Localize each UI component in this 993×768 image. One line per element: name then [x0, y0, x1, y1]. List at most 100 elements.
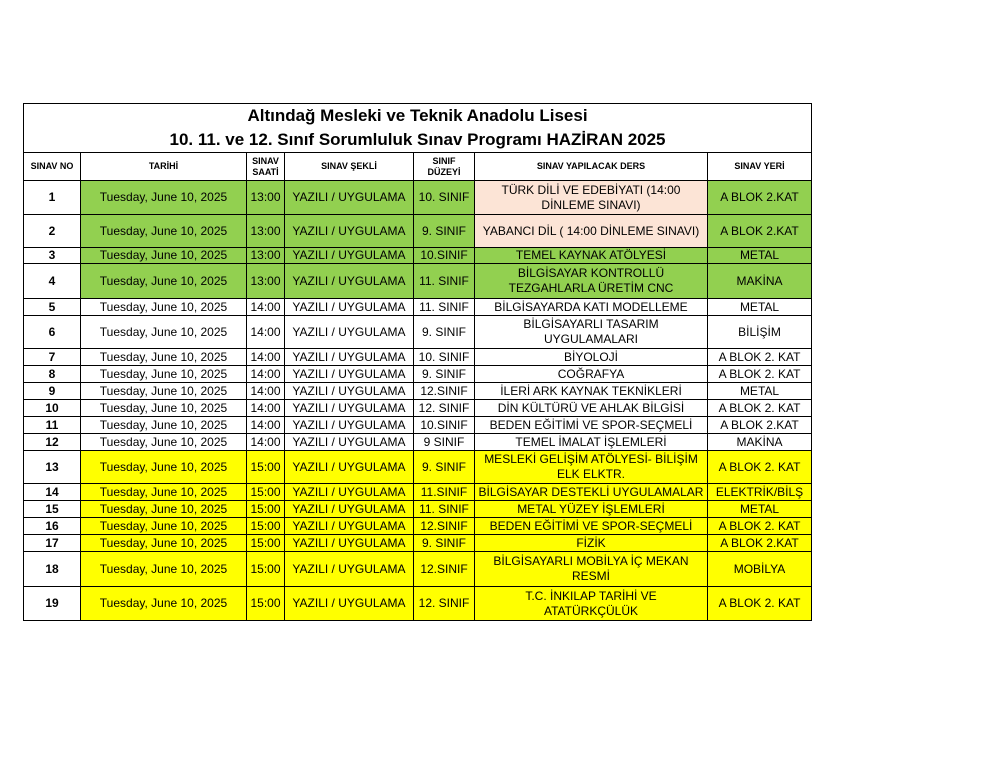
header-course: SINAV YAPILACAK DERS: [474, 152, 708, 181]
cell-time: 15:00: [246, 586, 285, 621]
cell-exam-no: 12: [23, 433, 81, 451]
cell-place: A BLOK 2.KAT: [706, 416, 813, 434]
cell-course: TÜRK DİLİ VE EDEBİYATI (14:00 DİNLEME SI…: [474, 180, 708, 215]
cell-place: A BLOK 2. KAT: [706, 517, 813, 535]
cell-date: Tuesday, June 10, 2025: [80, 500, 247, 518]
table-row: 19 Tuesday, June 10, 2025 15:00 YAZILI / UY…: [23, 586, 813, 621]
cell-place: BİLİŞİM: [706, 315, 813, 349]
cell-course: TEMEL KAYNAK ATÖLYESİ: [474, 247, 708, 264]
cell-place: A BLOK 2. KAT: [706, 450, 813, 484]
cell-date: Tuesday, June 10, 2025: [80, 399, 247, 417]
cell-course: METAL YÜZEY İŞLEMLERİ: [474, 500, 708, 518]
cell-date: Tuesday, June 10, 2025: [80, 416, 247, 434]
cell-type: YAZILI / UYGULAMA: [284, 382, 414, 400]
cell-place: MAKİNA: [706, 433, 813, 451]
cell-place: A BLOK 2.KAT: [706, 534, 813, 552]
cell-time: 14:00: [246, 399, 285, 417]
cell-level: 11. SINIF: [413, 263, 475, 299]
table-row: 11 Tuesday, June 10, 2025 14:00 YAZILI / UY…: [23, 416, 813, 434]
cell-time: 15:00: [246, 450, 285, 484]
cell-course: BEDEN EĞİTİMİ VE SPOR-SEÇMELİ: [474, 517, 708, 535]
cell-date: Tuesday, June 10, 2025: [80, 348, 247, 366]
table-row: 8 Tuesday, June 10, 2025 14:00 YAZILI / UYG…: [23, 365, 813, 383]
cell-place: METAL: [706, 382, 813, 400]
cell-time: 15:00: [246, 551, 285, 587]
cell-place: METAL: [706, 500, 813, 518]
cell-time: 15:00: [246, 534, 285, 552]
table-row: 14 Tuesday, June 10, 2025 15:00 YAZILI / UY…: [23, 483, 813, 501]
cell-course: BEDEN EĞİTİMİ VE SPOR-SEÇMELİ: [474, 416, 708, 434]
header-time: SINAV SAATİ: [246, 152, 285, 181]
cell-place: A BLOK 2.KAT: [706, 180, 813, 215]
cell-exam-no: 8: [23, 365, 81, 383]
cell-date: Tuesday, June 10, 2025: [80, 551, 247, 587]
cell-date: Tuesday, June 10, 2025: [80, 365, 247, 383]
table-row: 17 Tuesday, June 10, 2025 15:00 YAZILI / UY…: [23, 534, 813, 552]
cell-type: YAZILI / UYGULAMA: [284, 399, 414, 417]
cell-time: 14:00: [246, 365, 285, 383]
cell-course: DİN KÜLTÜRÜ VE AHLAK BİLGİSİ: [474, 399, 708, 417]
cell-place: ELEKTRİK/BİLŞ: [706, 483, 813, 501]
header-place: SINAV YERİ: [706, 152, 813, 181]
cell-place: A BLOK 2.KAT: [706, 214, 813, 248]
cell-type: YAZILI / UYGULAMA: [284, 315, 414, 349]
cell-place: METAL: [706, 247, 813, 264]
cell-time: 13:00: [246, 263, 285, 299]
cell-date: Tuesday, June 10, 2025: [80, 315, 247, 349]
cell-exam-no: 15: [23, 500, 81, 518]
exam-schedule-table: Altındağ Mesleki ve Teknik Anadolu Lises…: [22, 103, 813, 621]
cell-type: YAZILI / UYGULAMA: [284, 586, 414, 621]
table-row: 1 Tuesday, June 10, 2025 13:00 YAZILI / UYG…: [23, 180, 813, 215]
cell-date: Tuesday, June 10, 2025: [80, 433, 247, 451]
cell-course: MESLEKİ GELİŞİM ATÖLYESİ- BİLİŞİM ELK EL…: [474, 450, 708, 484]
cell-type: YAZILI / UYGULAMA: [284, 500, 414, 518]
cell-exam-no: 2: [23, 214, 81, 248]
cell-exam-no: 11: [23, 416, 81, 434]
cell-level: 9. SINIF: [413, 365, 475, 383]
cell-date: Tuesday, June 10, 2025: [80, 534, 247, 552]
cell-time: 14:00: [246, 382, 285, 400]
table-row: 4 Tuesday, June 10, 2025 13:00 YAZILI / UYG…: [23, 263, 813, 299]
cell-course: FİZİK: [474, 534, 708, 552]
cell-exam-no: 1: [23, 180, 81, 215]
cell-time: 14:00: [246, 433, 285, 451]
cell-exam-no: 6: [23, 315, 81, 349]
cell-time: 14:00: [246, 315, 285, 349]
cell-type: YAZILI / UYGULAMA: [284, 450, 414, 484]
table-row: 6 Tuesday, June 10, 2025 14:00 YAZILI / UYG…: [23, 315, 813, 349]
cell-time: 14:00: [246, 298, 285, 316]
cell-exam-no: 7: [23, 348, 81, 366]
cell-date: Tuesday, June 10, 2025: [80, 586, 247, 621]
cell-time: 15:00: [246, 483, 285, 501]
table-row: 18 Tuesday, June 10, 2025 15:00 YAZILI / UY…: [23, 551, 813, 587]
cell-date: Tuesday, June 10, 2025: [80, 483, 247, 501]
cell-date: Tuesday, June 10, 2025: [80, 450, 247, 484]
cell-type: YAZILI / UYGULAMA: [284, 180, 414, 215]
table-row: 9 Tuesday, June 10, 2025 14:00 YAZILI / UYG…: [23, 382, 813, 400]
cell-course: BİLGİSAYAR DESTEKLİ UYGULAMALAR: [474, 483, 708, 501]
table-row: 3 Tuesday, June 10, 2025 13:00 YAZILI / UYG…: [23, 247, 813, 264]
cell-course: BİYOLOJİ: [474, 348, 708, 366]
cell-date: Tuesday, June 10, 2025: [80, 214, 247, 248]
cell-time: 15:00: [246, 517, 285, 535]
cell-level: 12. SINIF: [413, 586, 475, 621]
cell-course: COĞRAFYA: [474, 365, 708, 383]
cell-type: YAZILI / UYGULAMA: [284, 365, 414, 383]
table-row: 16 Tuesday, June 10, 2025 15:00 YAZILI / UY…: [23, 517, 813, 535]
cell-type: YAZILI / UYGULAMA: [284, 416, 414, 434]
header-level: SINIF DÜZEYİ: [413, 152, 475, 181]
table-row: 5 Tuesday, June 10, 2025 14:00 YAZILI / UYG…: [23, 298, 813, 316]
cell-date: Tuesday, June 10, 2025: [80, 298, 247, 316]
cell-date: Tuesday, June 10, 2025: [80, 263, 247, 299]
cell-course: TEMEL İMALAT İŞLEMLERİ: [474, 433, 708, 451]
cell-exam-no: 3: [23, 247, 81, 264]
cell-level: 10. SINIF: [413, 180, 475, 215]
cell-level: 12.SINIF: [413, 517, 475, 535]
cell-time: 14:00: [246, 348, 285, 366]
table-row: 15 Tuesday, June 10, 2025 15:00 YAZILI / UY…: [23, 500, 813, 518]
cell-place: MOBİLYA: [706, 551, 813, 587]
cell-exam-no: 10: [23, 399, 81, 417]
table-row: 12 Tuesday, June 10, 2025 14:00 YAZILI / UY…: [23, 433, 813, 451]
cell-course: BİLGİSAYARDA KATI MODELLEME: [474, 298, 708, 316]
cell-date: Tuesday, June 10, 2025: [80, 180, 247, 215]
